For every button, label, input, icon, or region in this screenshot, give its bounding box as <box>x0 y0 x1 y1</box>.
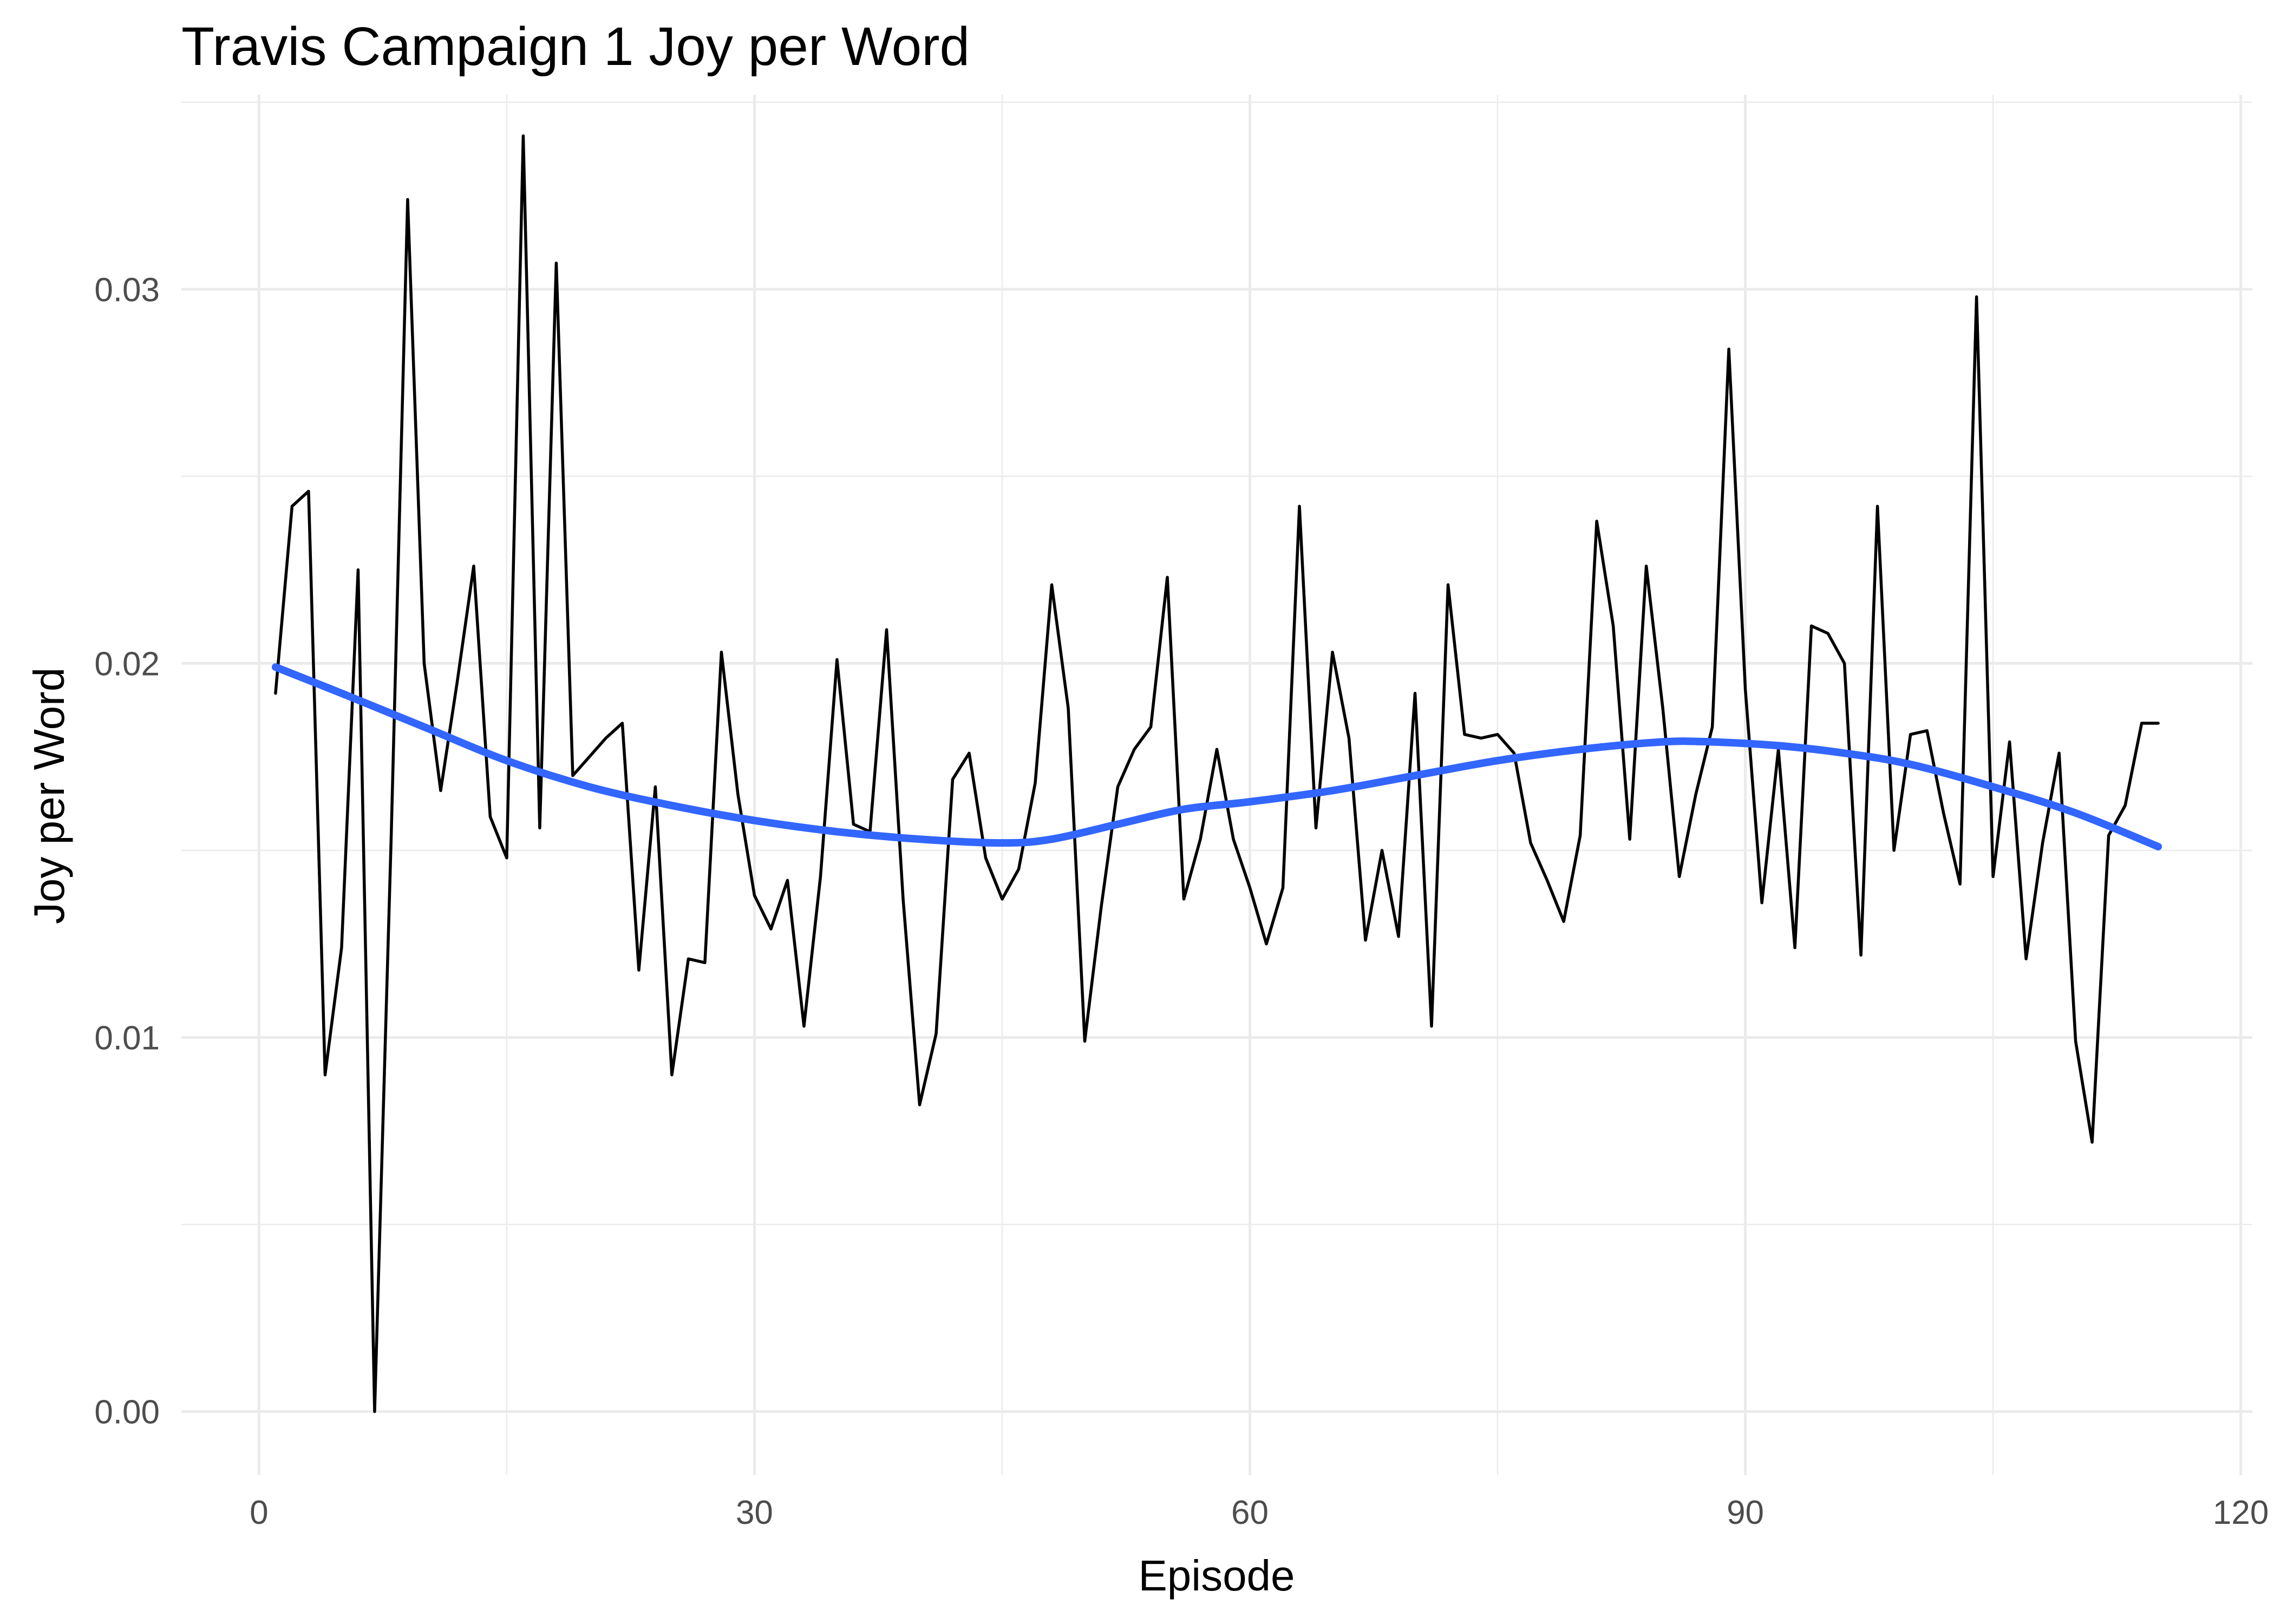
grid <box>181 95 2252 1475</box>
chart-title: Travis Campaign 1 Joy per Word <box>181 16 970 77</box>
tick-labels: 0 30 60 90 120 0.00 0.01 0.02 0.03 <box>94 271 2269 1531</box>
y-tick-label: 0.02 <box>94 645 160 683</box>
y-tick-label: 0.03 <box>94 271 160 309</box>
series-layer <box>271 134 2162 1413</box>
smooth-trend-line <box>271 663 2162 850</box>
x-tick-label: 120 <box>2213 1494 2269 1531</box>
x-axis-title: Episode <box>1138 1551 1295 1600</box>
y-tick-label: 0.00 <box>94 1394 160 1431</box>
x-tick-label: 0 <box>250 1494 268 1531</box>
joy-per-word-line <box>274 134 2160 1413</box>
x-tick-label: 90 <box>1727 1494 1764 1531</box>
y-tick-label: 0.01 <box>94 1019 160 1057</box>
y-axis-title: Joy per Word <box>25 667 73 924</box>
x-tick-label: 30 <box>736 1494 773 1531</box>
x-tick-label: 60 <box>1231 1494 1269 1531</box>
